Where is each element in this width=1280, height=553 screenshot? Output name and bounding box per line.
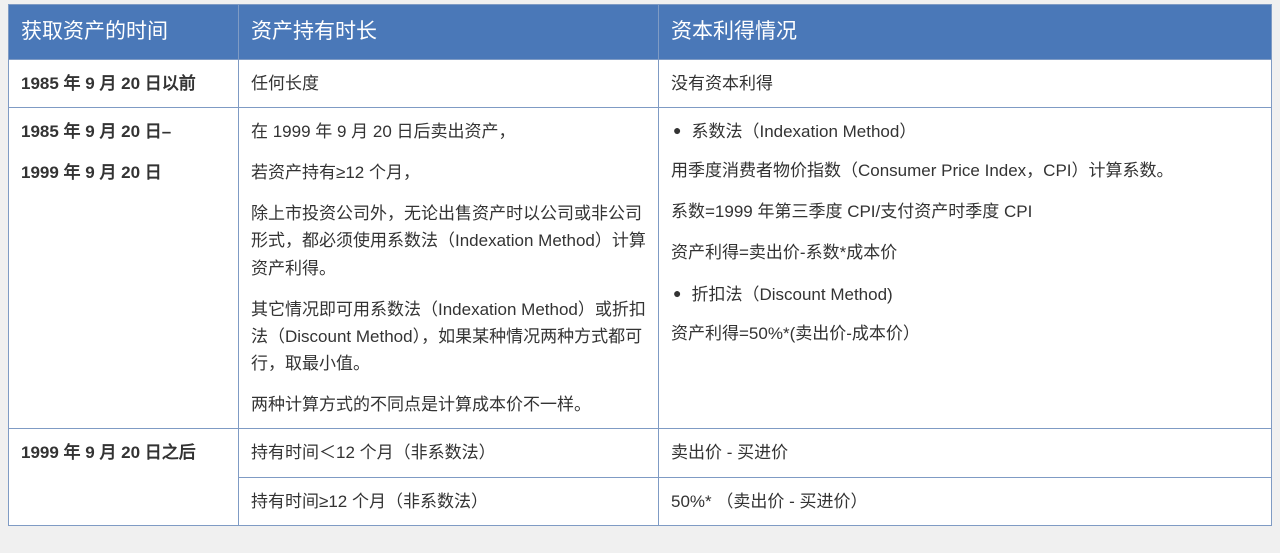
bullet-text: 系数法（Indexation Method） — [691, 118, 1259, 145]
time-line: 1999 年 9 月 20 日 — [21, 159, 226, 186]
capital-line: 系数=1999 年第三季度 CPI/支付资产时季度 CPI — [671, 198, 1259, 225]
capital-line: 卖出价 - 买进价 — [671, 439, 1259, 466]
col-header-capital: 资本利得情况 — [659, 5, 1272, 60]
cell-capital: 50%* （卖出价 - 买进价） — [659, 477, 1272, 525]
time-line: 1985 年 9 月 20 日以前 — [21, 70, 226, 97]
capital-line: 50%* （卖出价 - 买进价） — [671, 488, 1259, 515]
capital-line: 没有资本利得 — [671, 70, 1259, 97]
duration-line: 在 1999 年 9 月 20 日后卖出资产， — [251, 118, 646, 145]
capital-line: 用季度消费者物价指数（Consumer Price Index，CPI）计算系数… — [671, 157, 1259, 184]
cell-capital: 没有资本利得 — [659, 59, 1272, 107]
time-line: 1985 年 9 月 20 日– — [21, 118, 226, 145]
cell-time: 1985 年 9 月 20 日以前 — [9, 59, 239, 107]
capital-line: 资产利得=50%*(卖出价-成本价） — [671, 320, 1259, 347]
table-row: 1985 年 9 月 20 日以前 任何长度 没有资本利得 — [9, 59, 1272, 107]
duration-line: 若资产持有≥12 个月， — [251, 159, 646, 186]
cell-duration: 持有时间＜12 个月（非系数法） — [239, 429, 659, 477]
cell-time: 1985 年 9 月 20 日– 1999 年 9 月 20 日 — [9, 107, 239, 429]
cell-duration: 在 1999 年 9 月 20 日后卖出资产， 若资产持有≥12 个月， 除上市… — [239, 107, 659, 429]
table-row: 1985 年 9 月 20 日– 1999 年 9 月 20 日 在 1999 … — [9, 107, 1272, 429]
capital-gains-table: 获取资产的时间 资产持有时长 资本利得情况 1985 年 9 月 20 日以前 … — [8, 4, 1272, 526]
duration-line: 持有时间≥12 个月（非系数法） — [251, 488, 646, 515]
cell-time: 1999 年 9 月 20 日之后 — [9, 429, 239, 525]
cell-capital: 卖出价 - 买进价 — [659, 429, 1272, 477]
cell-duration: 持有时间≥12 个月（非系数法） — [239, 477, 659, 525]
duration-line: 其它情况即可用系数法（Indexation Method）或折扣法（Discou… — [251, 296, 646, 378]
bullet-text: 折扣法（Discount Method) — [691, 281, 1259, 308]
bullet-icon: ● — [673, 118, 681, 143]
duration-line: 持有时间＜12 个月（非系数法） — [251, 439, 646, 466]
bullet-icon: ● — [673, 281, 681, 306]
col-header-duration: 资产持有时长 — [239, 5, 659, 60]
time-line: 1999 年 9 月 20 日之后 — [21, 439, 226, 466]
duration-line: 任何长度 — [251, 70, 646, 97]
capital-bullet: ● 折扣法（Discount Method) — [671, 281, 1259, 308]
table-row: 1999 年 9 月 20 日之后 持有时间＜12 个月（非系数法） 卖出价 -… — [9, 429, 1272, 477]
capital-bullet: ● 系数法（Indexation Method） — [671, 118, 1259, 145]
capital-line: 资产利得=卖出价-系数*成本价 — [671, 239, 1259, 266]
duration-line: 除上市投资公司外，无论出售资产时以公司或非公司形式，都必须使用系数法（Index… — [251, 200, 646, 282]
cell-duration: 任何长度 — [239, 59, 659, 107]
cell-capital: ● 系数法（Indexation Method） 用季度消费者物价指数（Cons… — [659, 107, 1272, 429]
col-header-time: 获取资产的时间 — [9, 5, 239, 60]
table-header-row: 获取资产的时间 资产持有时长 资本利得情况 — [9, 5, 1272, 60]
duration-line: 两种计算方式的不同点是计算成本价不一样。 — [251, 391, 646, 418]
